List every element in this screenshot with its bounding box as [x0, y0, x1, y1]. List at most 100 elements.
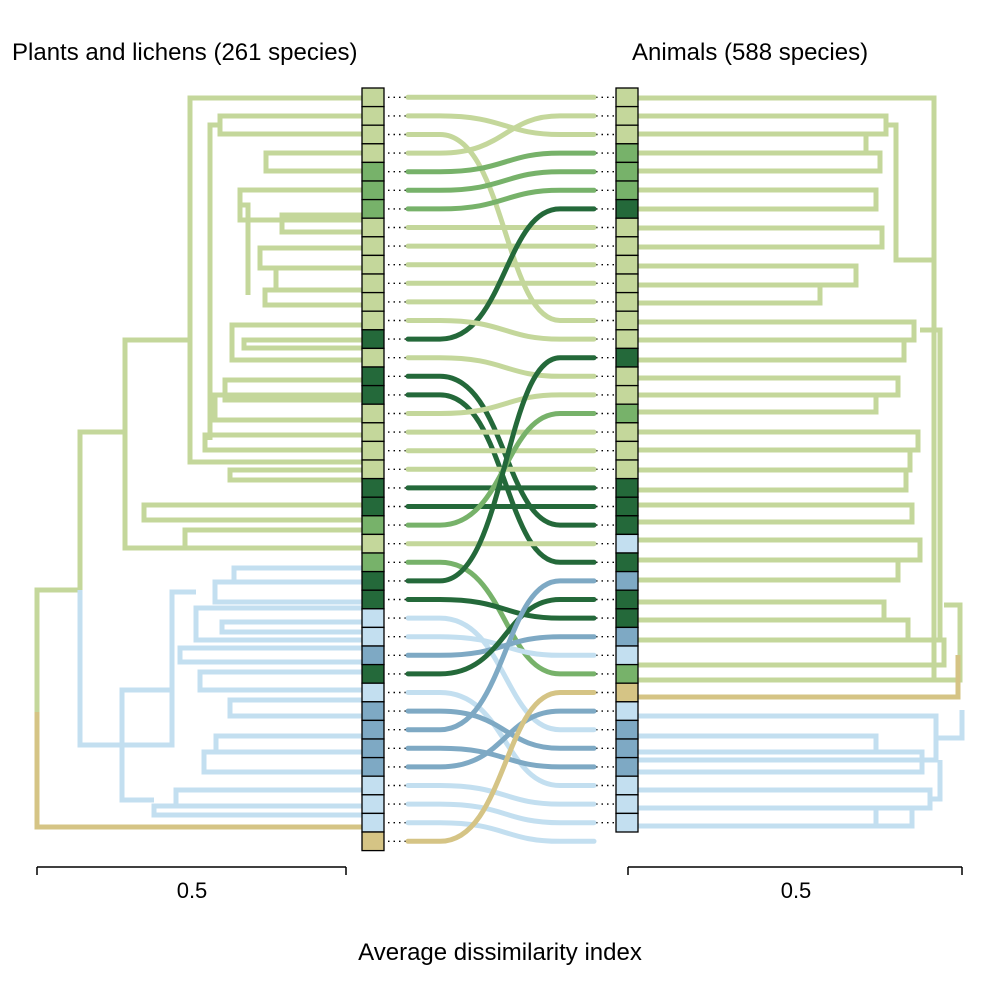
left-leaf-box-light-green: [361, 440, 385, 461]
left-leaf-box-light-green: [361, 124, 385, 145]
left-leaf-box-light-green: [361, 422, 385, 443]
right-leaf-box-medium-blue: [615, 626, 639, 647]
right-leaf-box-dark-green: [615, 608, 639, 629]
right-leaf-box-light-green: [615, 217, 639, 238]
left-leaf-box-dark-green: [361, 570, 385, 591]
tangle-link-dark-green: [405, 597, 597, 677]
right-leaf-box-dark-green: [615, 198, 639, 219]
tangle-link-light-blue: [405, 615, 597, 733]
tangle-link-medium-blue: [405, 745, 597, 770]
right-leaf-box-light-green: [615, 124, 639, 145]
axis-title: Average dissimilarity index: [358, 939, 642, 966]
tangle-link-medium-blue: [405, 634, 597, 658]
tangle-link-light-green: [405, 355, 597, 379]
left-leaf-box-dark-green: [361, 663, 385, 684]
right-leaf-box-light-green: [615, 329, 639, 350]
right-leaf-box-medium-green: [615, 663, 639, 684]
right-leaf-box-light-green: [615, 273, 639, 294]
tangle-link-medium-green: [405, 559, 597, 677]
left-green-clade: [34, 95, 362, 712]
right-leaf-box-dark-green: [615, 515, 639, 536]
left-dendrogram-title: Plants and lichens (261 species): [12, 39, 358, 66]
tangle-link-dark-green: [405, 206, 597, 342]
tangle-links: [405, 94, 597, 844]
tangle-link-dark-green: [405, 597, 597, 621]
right-leaf-box-light-green: [615, 105, 639, 126]
left-leaf-box-light-blue: [361, 775, 385, 796]
left-leaf-box-medium-blue: [361, 719, 385, 740]
right-leaf-box-light-blue: [615, 533, 639, 554]
left-leaf-box-medium-blue: [361, 756, 385, 777]
right-tan-clade: [638, 655, 961, 700]
tangle-link-medium-green: [405, 187, 597, 212]
right-leaf-box-medium-green: [615, 403, 639, 424]
tangle-link-light-blue: [405, 783, 597, 807]
left-leaf-box-light-green: [361, 217, 385, 238]
left-leaf-box-light-green: [361, 254, 385, 275]
left-leaf-box-light-green: [361, 310, 385, 331]
left-leaf-box-medium-green: [361, 161, 385, 182]
right-leaf-box-dark-green: [615, 477, 639, 498]
right-leaf-box-light-blue: [615, 701, 639, 722]
right-leaf-box-light-green: [615, 384, 639, 405]
right-leaf-box-medium-green: [615, 180, 639, 201]
left-scale-bar: [36, 866, 347, 875]
left-leaf-box-dark-green: [361, 477, 385, 498]
right-leaf-box-dark-green: [615, 496, 639, 517]
tangle-link-light-green: [405, 113, 597, 156]
right-scale-label: 0.5: [781, 878, 812, 903]
left-leaf-box-dark-green: [361, 329, 385, 350]
left-leaf-box-light-green: [361, 273, 385, 294]
left-leaf-box-light-blue: [361, 608, 385, 629]
right-leaf-box-medium-blue: [615, 719, 639, 740]
right-leaf-box-light-green: [615, 291, 639, 312]
left-leaf-box-light-green: [361, 236, 385, 257]
left-leaf-box-light-blue: [361, 626, 385, 647]
left-leaf-box-light-blue: [361, 794, 385, 815]
right-leaf-box-dark-green: [615, 347, 639, 368]
left-leaf-box-medium-green: [361, 198, 385, 219]
right-leaf-box-light-blue: [615, 775, 639, 796]
right-leaf-box-light-green: [615, 254, 639, 275]
tangle-link-medium-green: [405, 150, 597, 175]
left-leaf-box-light-green: [361, 459, 385, 480]
right-leaf-box-light-green: [615, 440, 639, 461]
left-leaf-box-medium-blue: [361, 738, 385, 759]
left-leaf-boxes: [361, 87, 385, 852]
left-leaf-box-light-green: [361, 533, 385, 554]
tangle-link-tan: [405, 690, 597, 844]
right-leaf-box-medium-blue: [615, 738, 639, 759]
right-leaf-box-light-green: [615, 366, 639, 387]
right-leaf-box-light-blue: [615, 812, 639, 833]
tangle-link-light-green: [405, 392, 597, 416]
left-leaf-box-medium-green: [361, 515, 385, 536]
right-green-clade: [638, 95, 963, 683]
left-leaf-box-medium-green: [361, 552, 385, 573]
left-dendrogram: [34, 95, 362, 830]
tangle-link-light-blue: [405, 820, 597, 844]
left-leaf-box-medium-blue: [361, 645, 385, 666]
right-dendrogram-title: Animals (588 species): [632, 39, 868, 66]
right-leaf-box-dark-green: [615, 552, 639, 573]
tangle-link-light-blue: [405, 801, 597, 826]
left-leaf-box-light-green: [361, 291, 385, 312]
right-scale-bar: [627, 866, 963, 875]
right-leaf-boxes: [615, 87, 639, 833]
left-leaf-box-medium-green: [361, 180, 385, 201]
left-scale-label: 0.5: [177, 878, 208, 903]
left-leaf-box-light-green: [361, 347, 385, 368]
left-leaf-box-light-blue: [361, 682, 385, 703]
left-leaf-box-light-green: [361, 403, 385, 424]
tangle-link-dark-green: [405, 355, 597, 584]
right-leaf-box-medium-green: [615, 161, 639, 182]
left-leaf-box-light-blue: [361, 812, 385, 833]
scale-bars: [36, 866, 963, 875]
left-leaf-box-dark-green: [361, 496, 385, 517]
left-leaf-box-tan: [361, 831, 385, 852]
right-leaf-box-light-green: [615, 459, 639, 480]
right-blue-clade: [638, 710, 965, 829]
right-leaf-box-light-green: [615, 310, 639, 331]
left-leaf-box-medium-blue: [361, 701, 385, 722]
left-tan-clade: [34, 712, 362, 830]
